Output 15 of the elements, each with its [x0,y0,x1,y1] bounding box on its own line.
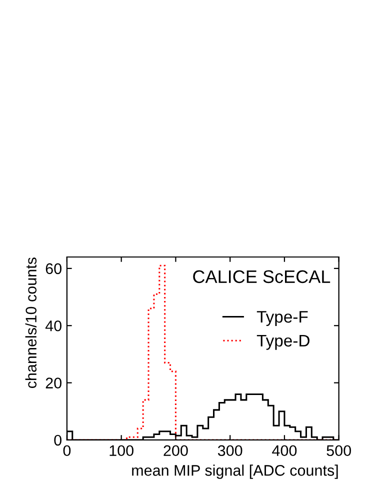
annotation: CALICE ScECAL [193,270,330,284]
y-tick-label: 0 [54,434,62,446]
x-tick-label: 0 [63,445,71,456]
y-tick-label: 20 [46,378,62,388]
x-tick-label: 400 [272,445,297,456]
x-tick-label: 200 [164,445,188,456]
legend-label: Type-F [256,311,308,326]
x-tick-label: 100 [110,445,134,456]
legend-label: Type-D [256,334,310,350]
y-tick-label: 40 [45,320,62,332]
x-tick-label: 500 [326,445,351,456]
x-tick-label: 300 [218,445,242,456]
y-tick-label: 60 [46,263,62,274]
y-axis-title: channels/10 counts [25,258,37,388]
x-axis-title: mean MIP signal [ADC counts] [132,464,338,479]
